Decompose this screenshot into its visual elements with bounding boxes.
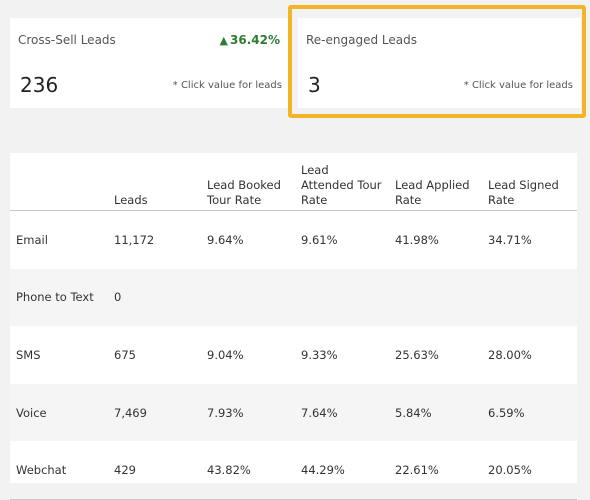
row-leads[interactable]: 429: [108, 441, 201, 500]
reengaged-leads-value[interactable]: 3: [308, 73, 321, 97]
row-booked-rate: 9.64%: [207, 232, 244, 247]
reengaged-leads-card: Re-engaged Leads 3 * Click value for lea…: [298, 18, 581, 108]
row-leads[interactable]: 675: [114, 347, 136, 362]
row-attended-rate: 9.61%: [301, 232, 338, 247]
reengaged-leads-title: Re-engaged Leads: [306, 33, 417, 47]
row-applied-rate: 41.98%: [395, 232, 439, 247]
column-header-signed-rate[interactable]: Lead Signed Rate: [482, 153, 577, 211]
lead-channel-table-card: Leads Lead Booked Tour Rate Lead Attende…: [10, 153, 577, 500]
row-channel: SMS: [16, 347, 41, 362]
row-signed-rate: 28.00%: [488, 347, 532, 362]
row-attended-rate: [295, 268, 389, 327]
row-leads[interactable]: 0: [108, 268, 201, 327]
row-attended-rate: 7.64%: [295, 383, 389, 442]
cross-sell-leads-value[interactable]: 236: [20, 73, 59, 97]
table-row: Voice 7,469 7.93% 7.64% 5.84% 6.59%: [10, 383, 577, 442]
row-leads[interactable]: 7,469: [108, 383, 201, 442]
row-signed-rate: 20.05%: [482, 441, 577, 500]
row-booked-rate: 43.82%: [201, 441, 295, 500]
row-channel: Email: [16, 232, 48, 247]
cross-sell-leads-card: Cross-Sell Leads ▲ 36.42% 236 * Click val…: [10, 18, 290, 108]
row-applied-rate: 5.84%: [389, 383, 482, 442]
row-booked-rate: 7.93%: [201, 383, 295, 442]
column-header-attended-tour-rate[interactable]: Lead Attended Tour Rate: [295, 153, 389, 211]
row-channel: Webchat: [10, 441, 108, 500]
table-row: Email 11,172 9.64% 9.61% 41.98% 34.71%: [10, 211, 577, 269]
row-channel: Voice: [10, 383, 108, 442]
row-applied-rate: [389, 268, 482, 327]
row-channel: Phone to Text: [10, 268, 108, 327]
row-attended-rate: 44.29%: [295, 441, 389, 500]
cross-sell-change: ▲ 36.42%: [220, 33, 280, 47]
triangle-up-icon: ▲: [219, 34, 229, 47]
column-header-booked-tour-rate[interactable]: Lead Booked Tour Rate: [201, 153, 295, 211]
table-row: SMS 675 9.04% 9.33% 25.63% 28.00%: [10, 326, 577, 384]
column-header-applied-rate[interactable]: Lead Applied Rate: [389, 153, 482, 211]
lead-channel-table: Leads Lead Booked Tour Rate Lead Attende…: [10, 153, 577, 500]
table-row: Webchat 429 43.82% 44.29% 22.61% 20.05%: [10, 441, 577, 500]
table-row: Phone to Text 0: [10, 268, 577, 327]
row-applied-rate: 25.63%: [395, 347, 439, 362]
row-booked-rate: 9.04%: [207, 347, 244, 362]
cross-sell-hint: * Click value for leads: [172, 80, 282, 91]
row-signed-rate: [482, 268, 577, 327]
column-header-leads[interactable]: Leads: [108, 153, 201, 211]
row-attended-rate: 9.33%: [301, 347, 338, 362]
column-header-channel: [10, 153, 108, 211]
table-header-row: Leads Lead Booked Tour Rate Lead Attende…: [10, 153, 577, 211]
row-booked-rate: [201, 268, 295, 327]
cross-sell-leads-title: Cross-Sell Leads: [18, 33, 116, 47]
cross-sell-change-value: 36.42%: [230, 33, 280, 47]
row-signed-rate: 34.71%: [488, 232, 532, 247]
row-leads[interactable]: 11,172: [114, 232, 155, 247]
row-signed-rate: 6.59%: [482, 383, 577, 442]
reengaged-hint: * Click value for leads: [463, 80, 573, 91]
row-applied-rate: 22.61%: [389, 441, 482, 500]
